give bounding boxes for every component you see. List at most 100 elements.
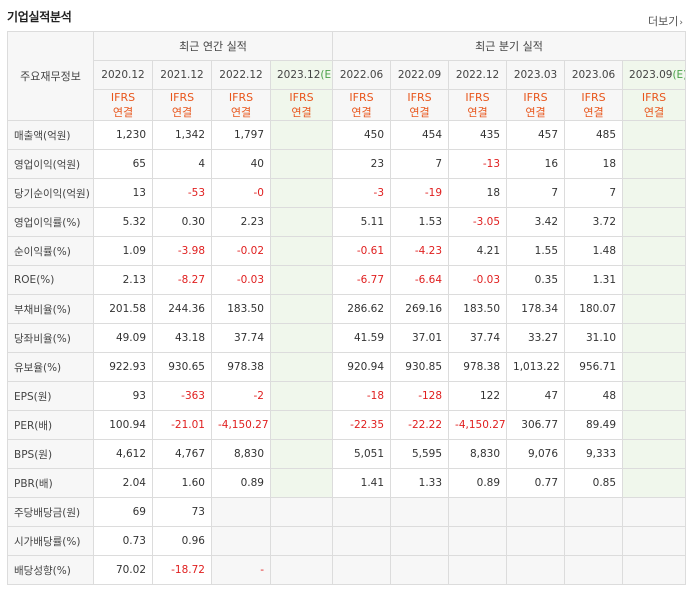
table-cell xyxy=(622,410,687,440)
table-cell: 41.59 xyxy=(332,323,392,353)
table-cell: 978.38 xyxy=(448,352,508,382)
table-cell: -53 xyxy=(152,178,212,208)
table-cell xyxy=(269,149,334,179)
row-label: ROE(%) xyxy=(7,265,94,295)
row-label: BPS(원) xyxy=(7,439,94,469)
table-cell: - xyxy=(211,555,271,585)
accounting-consolidated: 연결 xyxy=(409,106,430,119)
table-cell: 0.89 xyxy=(448,468,508,498)
table-cell: 7 xyxy=(390,149,450,179)
period-label: 2022.06 xyxy=(339,69,384,81)
table-cell: 2.23 xyxy=(211,207,271,237)
period-header: 2022.12 xyxy=(448,60,508,90)
table-cell: 31.10 xyxy=(564,323,624,353)
table-cell: 70.02 xyxy=(93,555,153,585)
table-cell: 2.13 xyxy=(93,265,153,295)
table-cell: 93 xyxy=(93,381,153,411)
table-cell xyxy=(622,468,687,498)
period-label: 2020.12 xyxy=(101,69,145,81)
table-row: 유보율(%) 922.93 930.65 978.38 920.94 930.85 978.… xyxy=(7,352,687,382)
table-cell: 122 xyxy=(448,381,508,411)
table-row: EPS(원) 93 -363 -2 -18 -128 122 47 48 xyxy=(7,381,687,411)
table-cell xyxy=(269,468,334,498)
accounting-standard: IFRS 연결 xyxy=(332,89,392,121)
accounting-consolidated: 연결 xyxy=(112,106,134,119)
table-row: 순이익률(%) 1.09 -3.98 -0.02 -0.61 -4.23 4.21 1.55 1… xyxy=(7,236,687,266)
period-header: 2022.12 xyxy=(211,60,271,90)
period-header: 2021.12 xyxy=(152,60,212,90)
table-cell: 5,595 xyxy=(390,439,450,469)
table-cell: 4,612 xyxy=(93,439,153,469)
table-cell: 956.71 xyxy=(564,352,624,382)
table-cell: -22.35 xyxy=(332,410,392,440)
estimate-label: (E) xyxy=(672,69,684,81)
table-cell: 930.65 xyxy=(152,352,212,382)
chevron-right-icon: › xyxy=(679,18,683,28)
table-cell: -8.27 xyxy=(152,265,212,295)
table-cell: 43.18 xyxy=(152,323,212,353)
table-cell: 286.62 xyxy=(332,294,392,324)
table-cell: -363 xyxy=(152,381,212,411)
table-cell: 23 xyxy=(332,149,392,179)
table-cell: 1,342 xyxy=(152,120,212,150)
table-cell xyxy=(622,265,687,295)
table-cell: 16 xyxy=(506,149,566,179)
row-label: 배당성향(%) xyxy=(7,555,94,585)
table-cell xyxy=(269,439,334,469)
row-label: EPS(원) xyxy=(7,381,94,411)
table-cell: 930.85 xyxy=(390,352,450,382)
table-cell: 100.94 xyxy=(93,410,153,440)
table-cell: 5.32 xyxy=(93,207,153,237)
table-cell: 1.60 xyxy=(152,468,212,498)
table-cell: 485 xyxy=(564,120,624,150)
table-cell xyxy=(269,178,334,208)
accounting-standard: IFRS 연결 xyxy=(506,89,566,121)
row-label: 순이익률(%) xyxy=(7,236,94,266)
accounting-ifrs: IFRS xyxy=(581,91,606,104)
table-cell: 1,797 xyxy=(211,120,271,150)
table-cell: 244.36 xyxy=(152,294,212,324)
table-cell: -0.61 xyxy=(332,236,392,266)
table-cell: -18 xyxy=(332,381,392,411)
period-label: 2023.12 xyxy=(277,69,321,81)
table-cell xyxy=(332,497,392,527)
table-cell: 4.21 xyxy=(448,236,508,266)
table-cell xyxy=(269,352,334,382)
table-cell xyxy=(332,526,392,556)
table-cell xyxy=(269,381,334,411)
table-cell: 1.31 xyxy=(564,265,624,295)
table-row: 영업이익(억원) 65 4 40 23 7 -13 16 18 xyxy=(7,149,687,179)
section-header: 기업실적분석 더보기› xyxy=(0,0,693,30)
table-cell: 89.49 xyxy=(564,410,624,440)
table-cell: 47 xyxy=(506,381,566,411)
accounting-ifrs: IFRS xyxy=(349,91,374,104)
period-header: 2022.06 xyxy=(332,60,392,90)
table-row: 영업이익률(%) 5.32 0.30 2.23 5.11 1.53 -3.05 3.42 3.7… xyxy=(7,207,687,237)
table-cell xyxy=(269,236,334,266)
table-cell: 3.72 xyxy=(564,207,624,237)
table-cell: 2.04 xyxy=(93,468,153,498)
table-cell: 3.42 xyxy=(506,207,566,237)
table-cell xyxy=(211,526,271,556)
table-cell: 69 xyxy=(93,497,153,527)
table-cell: 48 xyxy=(564,381,624,411)
period-header: 2023.12(E) xyxy=(269,60,334,90)
table-cell xyxy=(622,352,687,382)
table-cell: 8,830 xyxy=(448,439,508,469)
table-cell: 0.96 xyxy=(152,526,212,556)
more-link[interactable]: 더보기› xyxy=(648,13,683,29)
table-cell: 1,013.22 xyxy=(506,352,566,382)
table-cell: -3.05 xyxy=(448,207,508,237)
table-cell xyxy=(564,497,624,527)
table-cell xyxy=(622,178,687,208)
table-row: 매출액(억원) 1,230 1,342 1,797 450 454 435 457 485 xyxy=(7,120,687,150)
period-label: 2023.03 xyxy=(513,69,558,81)
table-cell xyxy=(448,526,508,556)
table-cell: 1.48 xyxy=(564,236,624,266)
table-cell: 73 xyxy=(152,497,212,527)
table-cell: 0.85 xyxy=(564,468,624,498)
table-cell: 978.38 xyxy=(211,352,271,382)
table-cell: -4.23 xyxy=(390,236,450,266)
table-row: 당좌비율(%) 49.09 43.18 37.74 41.59 37.01 37.74 33.… xyxy=(7,323,687,353)
accounting-standard: IFRS 연결 xyxy=(448,89,508,121)
